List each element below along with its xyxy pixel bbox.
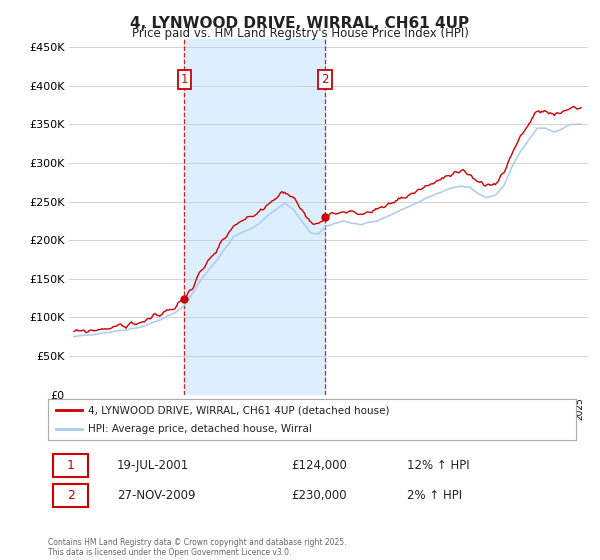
- Text: 1: 1: [67, 459, 74, 472]
- FancyBboxPatch shape: [53, 455, 88, 477]
- Text: Price paid vs. HM Land Registry's House Price Index (HPI): Price paid vs. HM Land Registry's House …: [131, 27, 469, 40]
- Text: 19-JUL-2001: 19-JUL-2001: [116, 459, 189, 472]
- Text: £124,000: £124,000: [291, 459, 347, 472]
- Text: 4, LYNWOOD DRIVE, WIRRAL, CH61 4UP: 4, LYNWOOD DRIVE, WIRRAL, CH61 4UP: [130, 16, 470, 31]
- Text: 12% ↑ HPI: 12% ↑ HPI: [407, 459, 470, 472]
- Text: 2: 2: [322, 73, 329, 86]
- Text: 2: 2: [67, 489, 74, 502]
- Text: Contains HM Land Registry data © Crown copyright and database right 2025.
This d: Contains HM Land Registry data © Crown c…: [48, 538, 347, 557]
- Text: 2% ↑ HPI: 2% ↑ HPI: [407, 489, 462, 502]
- FancyBboxPatch shape: [53, 484, 88, 506]
- Text: 27-NOV-2009: 27-NOV-2009: [116, 489, 195, 502]
- Bar: [184, 39, 325, 395]
- Text: £230,000: £230,000: [291, 489, 347, 502]
- Text: HPI: Average price, detached house, Wirral: HPI: Average price, detached house, Wirr…: [88, 424, 311, 433]
- Text: 1: 1: [181, 73, 188, 86]
- Text: 4, LYNWOOD DRIVE, WIRRAL, CH61 4UP (detached house): 4, LYNWOOD DRIVE, WIRRAL, CH61 4UP (deta…: [88, 405, 389, 415]
